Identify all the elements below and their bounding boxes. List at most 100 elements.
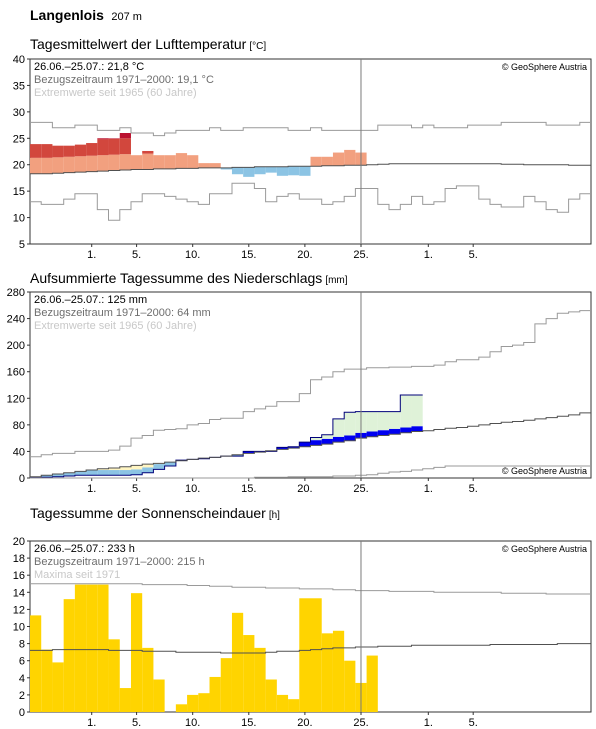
- temp-anomaly-hot: [74, 144, 87, 157]
- x-tick-label: 5.: [132, 717, 141, 729]
- precip-surplus-band: [344, 412, 356, 436]
- precip-deficit-bar: [86, 470, 98, 476]
- credit-text: © GeoSphere Austria: [502, 466, 587, 476]
- extremes-text: Extremwerte seit 1965 (60 Jahre): [34, 87, 197, 99]
- precip-surplus-bar: [310, 440, 322, 446]
- precip-deficit-bar: [63, 472, 75, 477]
- x-tick-label: 5.: [469, 483, 478, 495]
- temp-anomaly-hot: [108, 138, 120, 155]
- precip-max-extreme-line: [30, 310, 591, 458]
- y-tick-label: 14: [13, 587, 25, 599]
- temp-anomaly-warm: [321, 156, 333, 166]
- x-tick-label: 10.: [185, 483, 200, 495]
- credit-text: © GeoSphere Austria: [502, 544, 587, 554]
- temp-max-extreme-line: [30, 121, 591, 137]
- temp-anomaly-very-hot: [97, 138, 109, 140]
- station-altitude: 207 m: [111, 11, 142, 23]
- reference-text: Bezugszeitraum 1971–2000: 19,1 °C: [34, 74, 214, 86]
- precip-surplus-bar: [288, 446, 300, 449]
- temp-anomaly-warm: [130, 155, 143, 170]
- summary-text: 26.06.–25.07.: 125 mm: [34, 294, 147, 306]
- y-tick-label: 8: [19, 639, 25, 651]
- temp-anomaly-very-hot: [119, 133, 131, 139]
- temp-anomaly-hot: [86, 143, 98, 156]
- precip-deficit-band: [108, 468, 120, 471]
- sunshine-bar: [142, 647, 154, 712]
- y-tick-label: 10: [13, 213, 25, 225]
- temperature-unit: [°C]: [249, 41, 267, 52]
- temp-anomaly-warm: [63, 156, 75, 173]
- sunshine-bar: [198, 693, 210, 712]
- sunshine-bar: [288, 699, 300, 712]
- precip-min-extreme-line: [30, 465, 591, 479]
- precip-surplus-band: [377, 411, 390, 431]
- credit-text: © GeoSphere Austria: [502, 62, 587, 72]
- y-tick-label: 30: [13, 107, 25, 119]
- reference-text: Bezugszeitraum 1971–2000: 215 h: [34, 556, 205, 568]
- temp-anomaly-warm: [119, 154, 131, 170]
- precip-deficit-bar: [153, 464, 165, 470]
- sunshine-title: Tagessumme der Sonnenscheindauer [h]: [30, 505, 280, 521]
- precip-surplus-bar: [377, 430, 390, 436]
- y-tick-label: 240: [7, 314, 25, 326]
- temp-anomaly-hot: [119, 138, 131, 155]
- temp-anomaly-cool: [220, 167, 232, 170]
- precip-surplus-bar: [243, 451, 255, 454]
- sunshine-bar: [175, 704, 188, 712]
- temp-anomaly-warm: [108, 154, 120, 171]
- precip-surplus-bar: [299, 442, 311, 447]
- x-tick-label: 5.: [132, 483, 141, 495]
- x-tick-label: 15.: [241, 717, 256, 729]
- temp-anomaly-very-hot: [108, 138, 120, 139]
- temp-anomaly-cool: [288, 166, 300, 176]
- x-tick-label: 1.: [87, 249, 96, 261]
- precip-deficit-band: [130, 465, 143, 470]
- sunshine-bar: [299, 598, 311, 712]
- precip-surplus-bar: [389, 428, 401, 435]
- temp-anomaly-warm: [198, 163, 210, 168]
- x-tick-label: 20.: [297, 483, 312, 495]
- sunshine-bar: [220, 658, 232, 712]
- sunshine-bar: [344, 660, 356, 712]
- reference-text: Bezugszeitraum 1971–2000: 64 mm: [34, 307, 211, 319]
- temperature-title-text: Tagesmittelwert der Lufttemperatur: [30, 36, 247, 52]
- temp-anomaly-warm: [164, 155, 176, 169]
- precip-deficit-bar: [164, 462, 176, 467]
- temperature-title: Tagesmittelwert der Lufttemperatur [°C]: [30, 36, 266, 52]
- x-tick-label: 10.: [185, 717, 200, 729]
- temp-min-extreme-line: [30, 182, 591, 221]
- temp-anomaly-cool: [299, 166, 311, 176]
- sunshine-title-text: Tagessumme der Sonnenscheindauer: [30, 505, 266, 521]
- sunshine-chart: 0 2 4 6 8 10 12 14 16 18 20 1. 5. 10. 15. 20. 25. 1. 5. 26.…: [13, 536, 592, 729]
- sunshine-bar: [41, 649, 53, 712]
- precip-surplus-bar: [321, 438, 333, 445]
- sunshine-bar: [30, 615, 42, 712]
- x-tick-label: 1.: [424, 249, 433, 261]
- sunshine-bar: [187, 694, 199, 712]
- sunshine-bar: [130, 593, 143, 712]
- precip-surplus-band: [389, 411, 401, 429]
- sunshine-max-line: [30, 583, 591, 595]
- temp-anomaly-warm: [52, 157, 64, 174]
- sunshine-bar: [74, 584, 87, 712]
- precip-deficit-bar: [142, 467, 154, 473]
- y-tick-label: 25: [13, 133, 25, 145]
- y-tick-label: 4: [19, 673, 25, 685]
- precip-reference-line: [30, 412, 591, 478]
- sunshine-bar: [63, 599, 75, 712]
- y-tick-label: 80: [13, 420, 25, 432]
- x-tick-label: 20.: [297, 717, 312, 729]
- sunshine-unit: [h]: [268, 510, 280, 521]
- y-tick-label: 40: [13, 446, 25, 458]
- sunshine-bar: [366, 655, 378, 712]
- temp-anomaly-warm: [97, 155, 109, 172]
- temp-anomaly-cool: [265, 166, 277, 173]
- sunshine-bar: [52, 662, 64, 712]
- sunshine-bar: [321, 633, 333, 712]
- x-tick-label: 1.: [424, 483, 433, 495]
- temp-anomaly-warm: [142, 153, 154, 170]
- precipitation-title: Aufsummierte Tagessumme des Niederschlag…: [30, 270, 348, 286]
- y-tick-label: 0: [19, 707, 25, 719]
- precip-deficit-band: [119, 466, 131, 471]
- precip-deficit-band: [97, 468, 109, 471]
